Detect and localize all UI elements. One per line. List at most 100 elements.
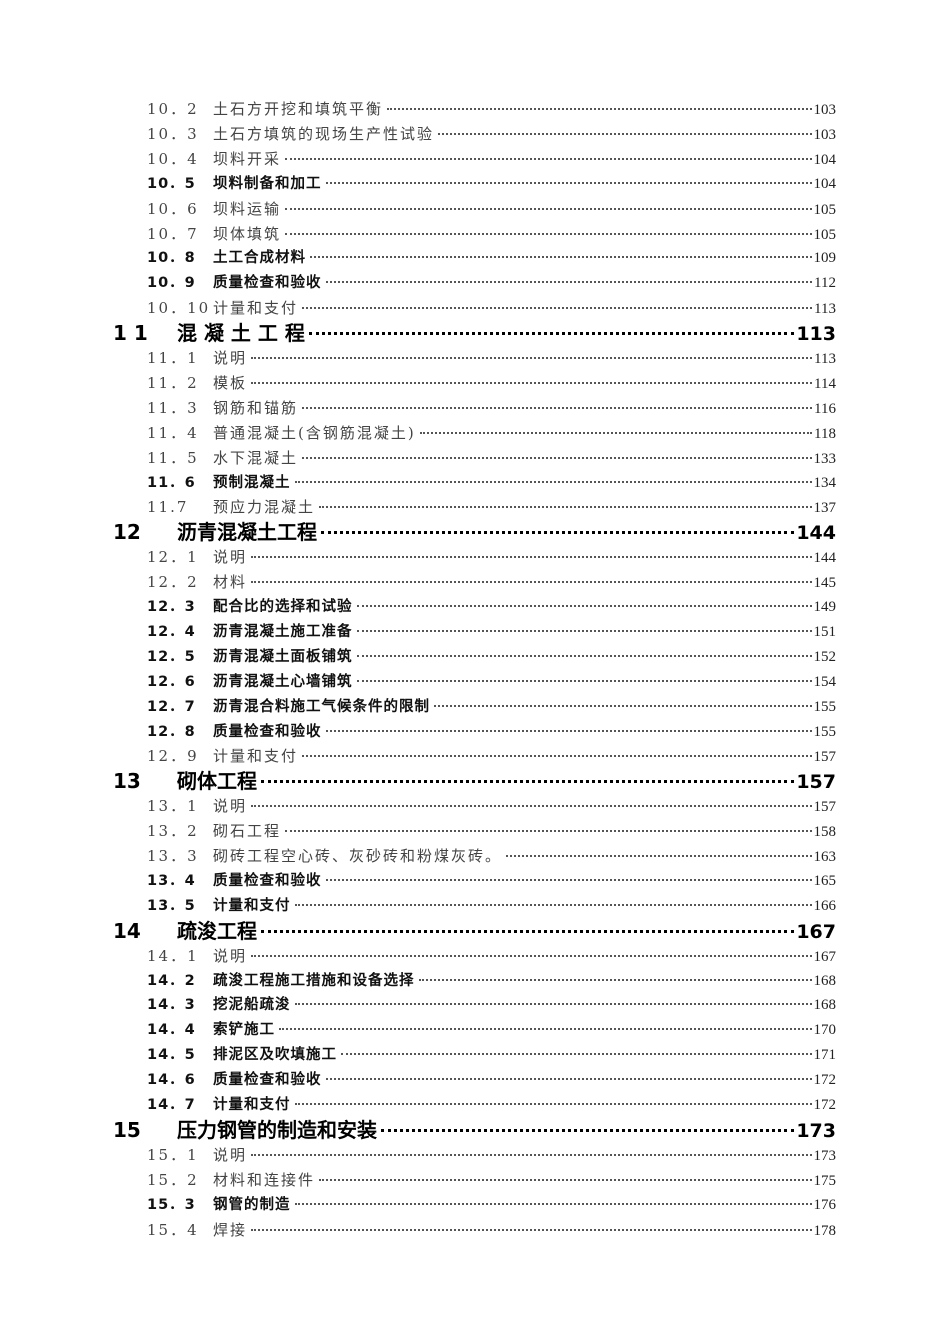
dot-leader [251,1228,812,1231]
entry-title: 排泥区及吹填施工 [213,1047,337,1064]
toc-section-entry[interactable]: 15．2 材料和连接件 175 [147,1168,836,1193]
toc-section-entry[interactable]: 12．3 配合比的选择和试验 149 [147,595,836,620]
toc-section-entry[interactable]: 12．6 沥青混凝土心墙铺筑 154 [147,670,836,695]
toc-section-entry[interactable]: 11．1 说明 113 [147,346,836,371]
toc-section-entry[interactable]: 11.7 预应力混凝土 137 [147,495,836,520]
dot-leader [251,556,812,559]
page-number: 173 [813,1147,837,1164]
dot-leader [279,1028,812,1031]
dot-leader [251,1153,812,1156]
toc-section-entry[interactable]: 13．3 砌砖工程空心砖、灰砂砖和粉煤灰砖。 163 [147,844,836,869]
toc-section-entry[interactable]: 10．4 坝料开采 104 [147,147,836,172]
toc-section-entry[interactable]: 10．6 坝料运输 105 [147,197,836,222]
toc-section-entry[interactable]: 14．3 挖泥船疏浚 168 [147,993,836,1018]
toc-section-entry[interactable]: 10．9 质量检查和验收 112 [147,271,836,296]
dot-leader [285,830,812,833]
entry-number: 15．4 [147,1220,199,1239]
toc-section-entry[interactable]: 15．4 焊接 178 [147,1218,836,1243]
toc-section-entry[interactable]: 15．1 说明 173 [147,1143,836,1168]
toc-section-entry[interactable]: 14．4 索铲施工 170 [147,1018,836,1043]
page-number: 149 [813,599,837,615]
dot-leader [438,132,812,135]
entry-title: 材料和连接件 [213,1170,316,1189]
entry-title: 沥青混合料施工气候条件的限制 [213,698,430,715]
dot-leader [251,954,812,957]
dot-leader [285,157,812,160]
toc-section-entry[interactable]: 15．3 钢管的制造 176 [147,1193,836,1218]
toc-section-entry[interactable]: 11．6 预制混凝土 134 [147,471,836,496]
toc-chapter-entry[interactable]: 14 疏浚工程 167 [113,919,836,944]
toc-section-entry[interactable]: 14．5 排泥区及吹填施工 171 [147,1043,836,1068]
toc-section-entry[interactable]: 11．5 水下混凝土 133 [147,446,836,471]
toc-section-entry[interactable]: 14．2 疏浚工程施工措施和设备选择 168 [147,969,836,994]
entry-number: 13．5 [147,897,196,914]
toc-section-entry[interactable]: 12．8 质量检查和验收 155 [147,720,836,745]
toc-section-entry[interactable]: 12．5 沥青混凝土面板铺筑 152 [147,645,836,670]
toc-section-entry[interactable]: 11．4 普通混凝土(含钢筋混凝土) 118 [147,421,836,446]
entry-number: 14．6 [147,1072,196,1089]
page-number: 166 [813,897,837,914]
dot-leader [356,605,812,607]
toc-chapter-entry[interactable]: 12 沥青混凝土工程 144 [113,520,836,545]
page-number: 113 [814,301,836,318]
dot-leader [294,1103,812,1105]
toc-chapter-entry[interactable]: 1 1 混 凝 土 工 程 113 [113,321,836,346]
toc-section-entry[interactable]: 12．2 材料 145 [147,570,836,595]
page-number: 113 [814,351,836,367]
dot-leader [294,1202,812,1205]
entry-number: 10．2 [147,100,199,118]
page-number: 175 [813,1172,837,1189]
toc-section-entry[interactable]: 12．4 沥青混凝土施工准备 151 [147,620,836,645]
entry-number: 11．2 [147,373,199,392]
toc-section-entry[interactable]: 10．10 计量和支付 113 [147,296,836,321]
toc-section-entry[interactable]: 10．3 土石方填筑的现场生产性试验 103 [147,122,836,147]
page-number: 104 [813,175,837,192]
toc-section-entry[interactable]: 10．8 土工合成材料 109 [147,246,836,271]
entry-number: 12．2 [147,573,199,592]
entry-title: 坝体填筑 [213,224,282,243]
toc-section-entry[interactable]: 11．2 模板 114 [147,371,836,396]
dot-leader [356,679,812,682]
toc-section-entry[interactable]: 14．6 质量检查和验收 172 [147,1068,836,1093]
page-number: 163 [813,849,837,865]
dot-leader [261,929,795,933]
toc-section-entry[interactable]: 13．1 说明 157 [147,794,836,819]
entry-number: 14．4 [147,1022,196,1039]
entry-title: 砌石工程 [213,822,282,841]
entry-title: 计量和支付 [213,1097,291,1113]
entry-title: 砌砖工程空心砖、灰砂砖和粉煤灰砖。 [213,847,503,865]
dot-leader [356,629,812,632]
dot-leader [251,381,813,384]
dot-leader [308,332,795,336]
toc-section-entry[interactable]: 10．2 土石方开挖和填筑平衡 103 [147,97,836,122]
toc-section-entry[interactable]: 14．7 计量和支付 172 [147,1093,836,1118]
toc-chapter-entry[interactable]: 15 压力钢管的制造和安装 173 [113,1118,836,1143]
toc-section-entry[interactable]: 13．2 砌石工程 158 [147,819,836,844]
dot-leader [302,456,812,459]
dot-leader [356,654,812,657]
entry-number: 12．3 [147,599,196,615]
dot-leader [387,108,812,110]
toc-section-entry[interactable]: 11．3 钢筋和锚筋 116 [147,396,836,421]
toc-section-entry[interactable]: 10．7 坝体填筑 105 [147,222,836,247]
entry-title: 计量和支付 [213,299,299,318]
dot-leader [325,181,812,184]
entry-number: 1 1 [113,321,148,346]
toc-section-entry[interactable]: 13．5 计量和支付 166 [147,894,836,919]
toc-section-entry[interactable]: 14．1 说明 167 [147,944,836,969]
toc-chapter-entry[interactable]: 13 砌体工程 157 [113,769,836,794]
dot-leader [310,256,812,259]
page-number: 151 [813,623,837,640]
dot-leader [325,878,812,881]
toc-section-entry[interactable]: 10．5 坝料制备和加工 104 [147,172,836,197]
toc-section-entry[interactable]: 12．1 说明 144 [147,545,836,570]
entry-number: 12 [113,520,141,545]
dot-leader [285,232,812,235]
entry-number: 12．6 [147,673,196,690]
entry-number: 12．7 [147,698,196,715]
toc-section-entry[interactable]: 12．7 沥青混合料施工气候条件的限制 155 [147,695,836,720]
entry-title: 土工合成材料 [213,250,306,267]
toc-section-entry[interactable]: 13．4 质量检查和验收 165 [147,869,836,894]
toc-section-entry[interactable]: 12．9 计量和支付 157 [147,744,836,769]
dot-leader [419,431,813,434]
